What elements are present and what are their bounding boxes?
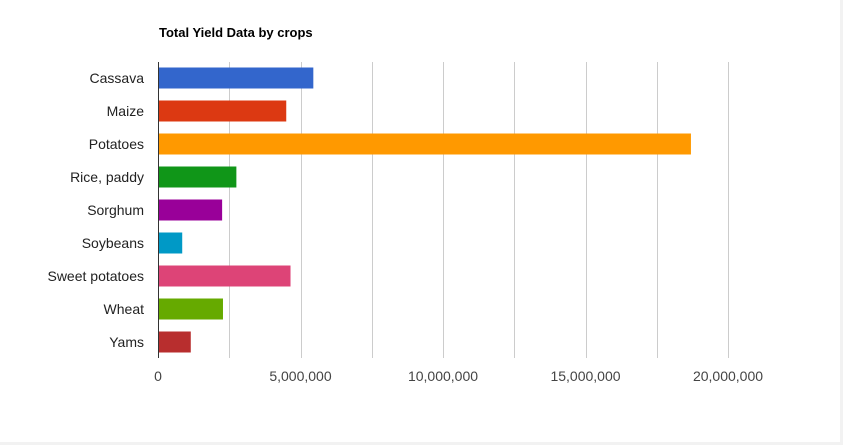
bar-soybeans <box>158 232 183 254</box>
frame-edge-bottom <box>0 442 843 445</box>
category-label: Maize <box>107 103 145 119</box>
category-label: Sorghum <box>87 202 144 218</box>
x-tick-label: 15,000,000 <box>550 368 620 384</box>
bar-rice-paddy <box>158 166 237 188</box>
category-label: Wheat <box>104 301 145 317</box>
category-label: Yams <box>109 334 144 350</box>
x-tick-label: 0 <box>154 368 162 384</box>
x-tick-label: 10,000,000 <box>408 368 478 384</box>
bar-yams <box>158 331 191 353</box>
x-tick-label: 20,000,000 <box>693 368 763 384</box>
bar-sweet-potatoes <box>158 265 291 287</box>
category-label: Sweet potatoes <box>47 268 144 284</box>
x-tick-labels: 0 5,000,000 10,000,000 15,000,000 20,000,000 <box>154 368 763 384</box>
bar-potatoes <box>158 133 691 155</box>
bar-wheat <box>158 298 223 320</box>
x-tick-label: 5,000,000 <box>269 368 331 384</box>
chart-title: Total Yield Data by crops <box>159 25 313 40</box>
bar-sorghum <box>158 199 223 221</box>
grid-lines <box>229 62 729 358</box>
frame-edge-right <box>840 0 843 445</box>
category-label: Rice, paddy <box>70 169 144 185</box>
category-labels: Cassava Maize Potatoes Rice, paddy Sorghum So… <box>47 70 144 350</box>
bar-cassava <box>158 67 314 89</box>
category-label: Potatoes <box>89 136 144 152</box>
bar-maize <box>158 100 287 122</box>
category-label: Cassava <box>90 70 145 86</box>
category-label: Soybeans <box>82 235 144 251</box>
bars-group <box>158 67 691 353</box>
